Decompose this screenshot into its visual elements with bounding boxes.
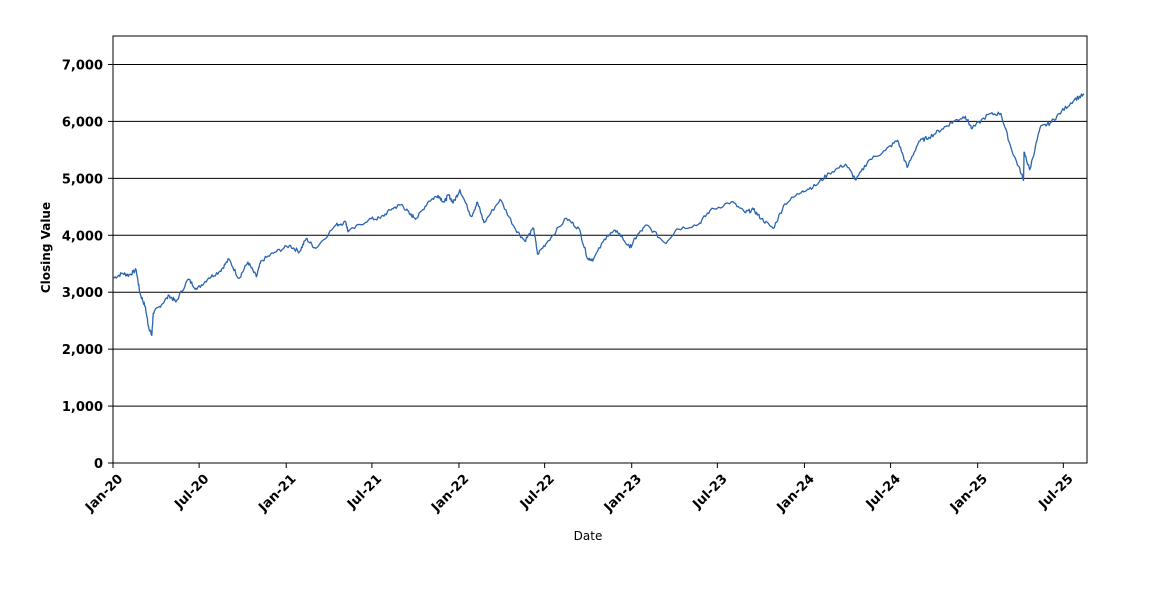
x-tick-label: Jan-22 <box>428 472 472 516</box>
x-tick-label: Jan-20 <box>82 472 126 516</box>
gridlines <box>113 63 1087 407</box>
x-tick-label: Jan-25 <box>947 472 991 516</box>
x-tick-label: Jul-20 <box>171 472 212 513</box>
x-tick-label: Jul-23 <box>690 472 731 513</box>
y-tick-label: 6,000 <box>62 115 103 130</box>
series-line <box>113 93 1085 337</box>
y-tick-label: 4,000 <box>62 229 103 244</box>
plot-area <box>112 35 1088 464</box>
x-axis-label: Date <box>574 529 603 543</box>
x-tick-label: Jan-21 <box>255 472 299 516</box>
y-tick-label: 5,000 <box>62 172 103 187</box>
x-tick-label: Jul-22 <box>517 472 558 513</box>
x-tick-label: Jan-24 <box>774 472 818 516</box>
x-tick-label: Jul-24 <box>863 472 904 513</box>
y-tick-label: 0 <box>94 457 103 472</box>
y-tick-label: 3,000 <box>62 286 103 301</box>
x-tick-label: Jul-25 <box>1036 472 1077 513</box>
axis-ticks: 0 1,000 2,000 3,000 4,000 5,000 6,000 7,000 Jan-… <box>62 58 1077 515</box>
x-tick-label: Jul-21 <box>344 472 385 513</box>
y-tick-label: 2,000 <box>62 343 103 358</box>
y-axis-label: Closing Value <box>39 202 53 293</box>
x-tick-label: Jan-23 <box>601 472 645 516</box>
y-tick-label: 1,000 <box>62 400 103 415</box>
series-layer <box>113 93 1085 337</box>
y-tick-label: 7,000 <box>62 58 103 73</box>
